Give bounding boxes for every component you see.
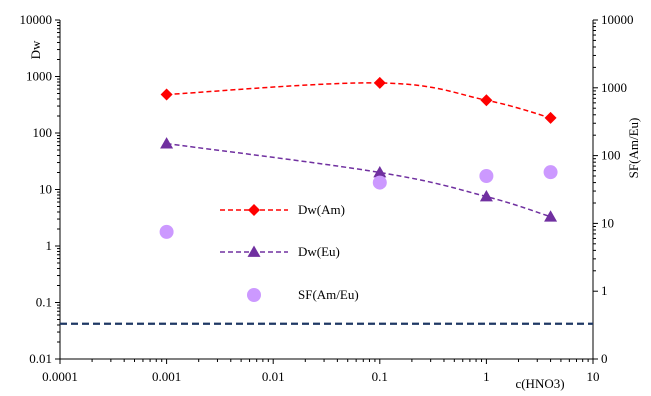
y-right-tick-label: 100 [601, 148, 621, 163]
y-left-tick-label: 1 [46, 238, 53, 253]
data-point-dw-eu [373, 165, 387, 178]
legend-label-dw-am: Dw(Am) [298, 202, 345, 217]
ticks-group: 0.0001 0.001 0.01 0.1 1 100.010.1110100100010… [20, 12, 634, 384]
data-point-dw-eu [160, 137, 174, 149]
legend-label-dw-eu: Dw(Eu) [298, 244, 340, 259]
x-tick-label: 10 [587, 369, 600, 384]
data-point-sf-am-eu [159, 224, 174, 239]
y-left-tick-label: 0.01 [29, 351, 52, 366]
x-tick-label: 0.001 [152, 369, 181, 384]
data-point-dw-am [160, 88, 173, 101]
y-right-tick-label: 10000 [601, 12, 634, 27]
y-left-tick-label: 10000 [20, 12, 53, 27]
data-point-dw-am [480, 94, 493, 107]
x-tick-label: 1 [483, 369, 490, 384]
data-point-dw-eu [479, 190, 493, 202]
y-left-tick-label: 100 [33, 125, 53, 140]
y-left-tick-label: 1000 [26, 69, 52, 84]
legend: Dw(Am) Dw(Eu) SF(Am/Eu) [220, 202, 359, 302]
axes-group: c(HNO3) Dw SF(Am/Eu) [28, 20, 641, 391]
data-point-sf-am-eu [479, 169, 494, 184]
data-point-dw-eu [544, 210, 558, 222]
data-point-sf-am-eu [543, 165, 558, 180]
legend-marker-sf-am-eu [247, 288, 261, 302]
series-group [60, 76, 593, 325]
legend-label-sf-am-eu: SF(Am/Eu) [298, 287, 359, 302]
x-tick-label: 0.0001 [42, 369, 78, 384]
y-left-axis-title: Dw [28, 40, 43, 59]
data-point-dw-am [544, 111, 557, 124]
series-line-dw-am [166, 82, 551, 119]
x-tick-label: 0.1 [372, 369, 388, 384]
x-tick-label: 0.01 [262, 369, 285, 384]
y-right-tick-label: 1000 [601, 80, 627, 95]
y-right-tick-label: 0 [601, 351, 608, 366]
y-left-tick-label: 10 [39, 182, 52, 197]
data-point-sf-am-eu [372, 175, 387, 190]
legend-marker-dw-am [248, 204, 260, 216]
y-right-tick-label: 10 [601, 215, 614, 230]
y-right-tick-label: 1 [601, 283, 608, 298]
legend-marker-dw-eu [247, 245, 261, 257]
x-axis-title: c(HNO3) [515, 376, 564, 391]
y-right-axis-title: SF(Am/Eu) [626, 118, 641, 179]
data-point-dw-am [373, 76, 386, 89]
y-left-tick-label: 0.1 [36, 295, 52, 310]
series-line-dw-eu [166, 142, 551, 218]
